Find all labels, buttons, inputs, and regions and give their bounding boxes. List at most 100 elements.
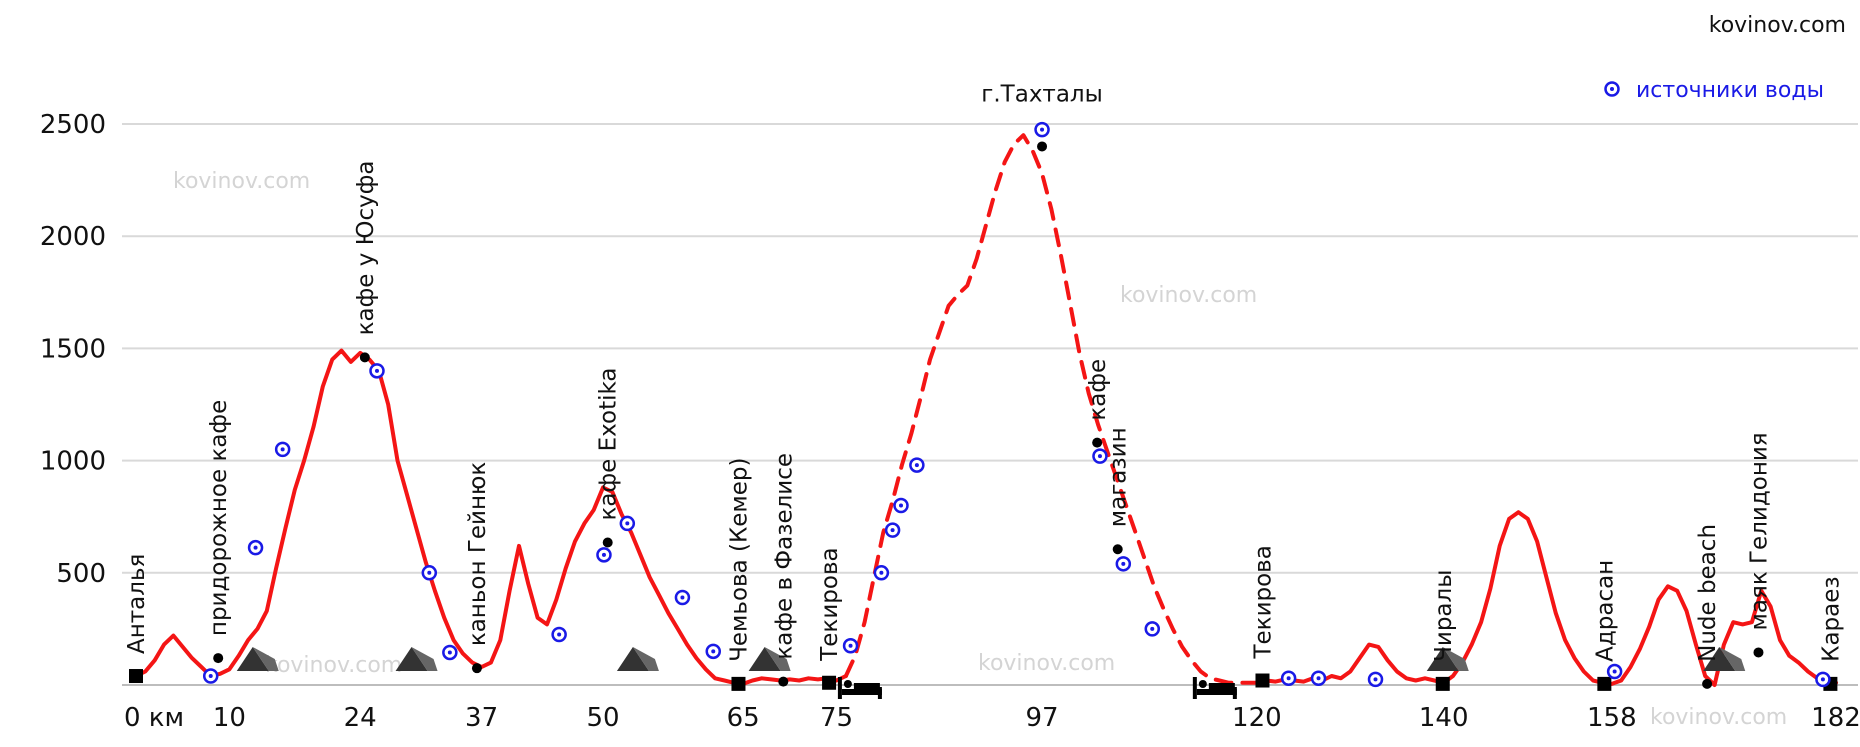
- tent-icon: [395, 647, 438, 671]
- waypoint-dot-marker: [1702, 678, 1713, 689]
- water-center: [1150, 626, 1155, 631]
- water-center: [1316, 676, 1321, 681]
- tent-icon: [1703, 647, 1746, 671]
- tent-fly: [764, 647, 791, 671]
- tent-body: [236, 647, 269, 671]
- profile-line-dashed: [843, 133, 1259, 685]
- bed-blanket: [1208, 683, 1235, 689]
- tent-icon: [1426, 647, 1469, 671]
- y-tick-label: 2500: [40, 110, 106, 140]
- water-source-marker: [873, 565, 890, 581]
- bed-icon: [1192, 677, 1237, 699]
- water-center: [374, 368, 379, 373]
- watermark-text: kovinov.com: [1650, 705, 1787, 730]
- y-tick-label: 500: [56, 559, 106, 589]
- tent-icon: [748, 647, 791, 671]
- waypoint-label: Текирова: [1250, 545, 1276, 659]
- waypoint-label: кафе в Фазелисе: [771, 453, 797, 660]
- waypoint-dot-marker: [1092, 437, 1103, 448]
- bed-frame: [841, 689, 882, 695]
- watermark-text: kovinov.com: [265, 653, 402, 678]
- water-source-marker: [674, 589, 691, 606]
- tent-body: [1703, 647, 1736, 671]
- tent-icon: [236, 647, 279, 671]
- x-tick-label: 50: [586, 703, 619, 733]
- water-center: [280, 447, 285, 452]
- water-center: [879, 570, 884, 575]
- waypoint-dot-marker: [213, 653, 224, 664]
- water-center: [1040, 127, 1045, 132]
- axis-layer: 500 1000 1500 2000 2500 0 км 10 24 37 50 65 75 97 120…: [40, 110, 1860, 733]
- water-center: [680, 595, 685, 600]
- y-tick-label: 1500: [40, 334, 106, 364]
- x-tick-label: 0 км: [124, 703, 184, 733]
- water-source-marker: [1310, 670, 1327, 687]
- water-center: [1373, 677, 1378, 682]
- bed-head: [837, 677, 842, 699]
- tent-fly: [1719, 647, 1746, 671]
- water-source-marker: [551, 626, 567, 643]
- water-center: [1820, 677, 1825, 682]
- water-center: [1286, 676, 1291, 681]
- waypoint-dot-marker: [359, 352, 370, 363]
- water-center: [208, 674, 213, 679]
- x-tick-label: 97: [1025, 703, 1058, 733]
- water-center: [427, 570, 432, 575]
- waypoint-label: Nude beach: [1695, 524, 1721, 662]
- water-source-marker: [596, 547, 612, 563]
- bed-head: [1192, 677, 1197, 699]
- bed-pillow: [843, 680, 852, 688]
- water-source-marker: [1367, 671, 1384, 688]
- water-center: [711, 649, 716, 654]
- marker-layer: [129, 121, 1838, 691]
- water-source-marker: [705, 643, 722, 660]
- waypoint-label: г.Тахталы: [981, 81, 1103, 107]
- label-layer: Анталья придорожное кафе кафе у Юсуфа каньо…: [124, 81, 1844, 661]
- water-source-marker: [1280, 670, 1297, 687]
- bed-pillow: [1198, 680, 1207, 688]
- water-source-marker: [619, 515, 636, 532]
- water-center: [899, 503, 903, 508]
- water-source-legend-icon: [1604, 81, 1620, 97]
- tent-fly: [1442, 647, 1469, 671]
- tent-fly: [252, 647, 279, 671]
- water-source-marker: [1034, 121, 1050, 138]
- tent-icon: [616, 647, 659, 671]
- water-center: [1612, 669, 1617, 674]
- profile-line-solid: [1254, 510, 1838, 687]
- grid-layer: [122, 123, 1858, 686]
- legend: источники воды: [1604, 78, 1824, 103]
- waypoint-dot-marker: [778, 676, 789, 687]
- x-tick-label: 37: [465, 703, 498, 733]
- water-center: [914, 463, 919, 468]
- water-source-marker: [842, 637, 859, 654]
- water-source-marker: [1815, 671, 1831, 688]
- bed-blanket: [853, 683, 880, 689]
- waypoint-label: Караез: [1818, 576, 1844, 662]
- x-tick-label: 158: [1587, 703, 1637, 733]
- profile-line-solid: [134, 348, 848, 686]
- waypoint-label: придорожное кафе: [206, 400, 232, 636]
- water-source-marker: [884, 522, 901, 538]
- watermark-text: kovinov.com: [1120, 283, 1257, 308]
- waypoint-label: Анталья: [124, 554, 150, 654]
- waypoint-label: каньон Гейнюк: [465, 462, 491, 647]
- water-center: [848, 643, 853, 648]
- tent-fly: [632, 647, 659, 671]
- water-source-marker: [1606, 663, 1623, 680]
- waypoint-square-marker: [129, 669, 143, 684]
- x-tick-label: 140: [1419, 703, 1469, 733]
- waypoint-square-marker: [822, 675, 837, 690]
- water-source-marker: [1144, 621, 1161, 637]
- waypoint-square-marker: [1435, 676, 1450, 691]
- water-center: [447, 650, 452, 655]
- x-tick-label: 75: [820, 703, 853, 733]
- waypoint-label: кафе Exotika: [596, 367, 622, 520]
- waypoint-label: кафе: [1085, 359, 1111, 421]
- waypoint-label: Чемьова (Кемер): [726, 457, 752, 661]
- y-tick-label: 2000: [40, 222, 106, 252]
- waypoint-label: Чиралы: [1431, 570, 1457, 662]
- water-center: [1121, 561, 1126, 566]
- water-source-marker: [202, 668, 219, 684]
